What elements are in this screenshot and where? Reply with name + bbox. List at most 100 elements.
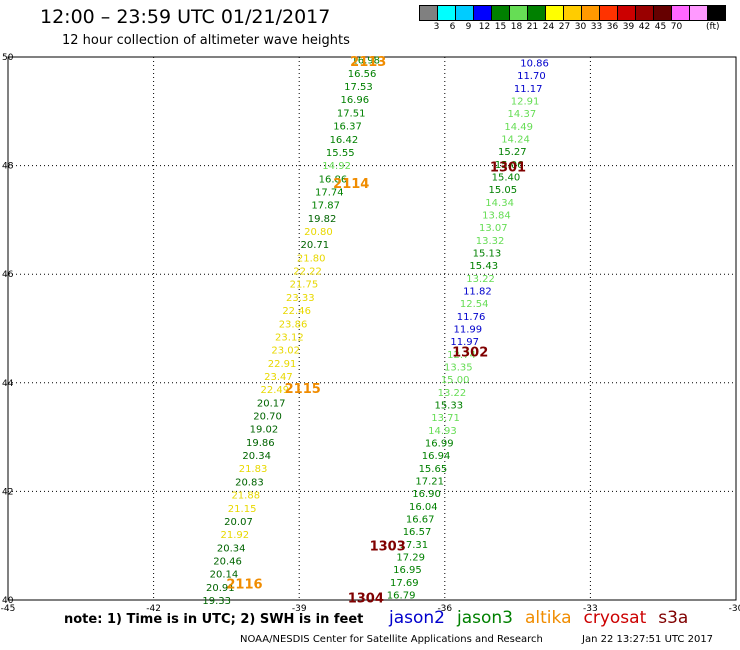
swh-value: 14.24 [501,134,530,145]
swh-value: 13.32 [476,236,505,247]
swh-value: 12.74 [447,350,476,361]
swh-value: 16.98 [351,56,380,67]
swh-value: 19.02 [250,425,279,436]
map-title: 12:00 – 23:59 UTC 01/21/2017 [40,6,331,28]
map-subtitle: 12 hour collection of altimeter wave hei… [62,33,350,48]
pass-number: 2116 [226,578,262,593]
color-scale-tick: 27 [558,22,571,32]
swh-value: 16.94 [422,451,451,462]
swh-value: 20.91 [206,583,235,594]
y-tick-label: 44 [2,379,14,389]
swh-value: 15.43 [469,261,498,272]
pass-number: 1303 [370,540,406,555]
x-tick-label: -33 [583,604,598,614]
swh-value: 19.82 [308,214,337,225]
pass-number: 1301 [490,161,526,176]
swh-value: 20.34 [217,543,246,554]
color-scale-tick: 70 [670,22,683,32]
swh-value: 13.35 [444,363,473,374]
legend-item-jason2: jason2 [389,608,445,628]
swh-value: 13.22 [466,274,495,285]
x-tick-label: -45 [1,604,16,614]
swh-value: 15.55 [326,148,355,159]
swh-value: 13.84 [482,210,511,221]
swh-value: 15.06 [495,160,524,171]
swh-value: 23.47 [264,372,293,383]
swh-value: 20.70 [253,412,282,423]
swh-value: 22.22 [293,267,322,278]
color-scale-tick: 45 [654,22,667,32]
swh-value: 15.05 [488,185,517,196]
legend-item-jason3: jason3 [457,608,513,628]
color-swatch [707,5,726,21]
swh-value: 17.74 [315,187,344,198]
swh-value: 19.33 [202,596,231,607]
color-scale-unit: (ft) [706,22,720,32]
swh-value: 17.21 [415,477,444,488]
swh-value: 15.27 [498,147,527,158]
swh-value: 20.17 [257,398,286,409]
swh-value: 15.65 [419,464,448,475]
axis-tick-labels: -45 -42 -39 -36 -33 -30 50 48 46 44 42 40 [1,53,740,614]
swh-value: 15.00 [441,375,470,386]
swh-value: 12.91 [511,96,540,107]
swh-value: 22.91 [268,359,297,370]
swh-value: 17.87 [311,201,340,212]
swh-value: 16.95 [393,565,422,576]
swh-value: 20.07 [224,517,253,528]
color-scale-tick: 30 [574,22,587,32]
color-scale-tick: 12 [478,22,491,32]
swh-value: 11.70 [517,71,546,82]
swh-value: 16.86 [319,174,348,185]
y-tick-label: 42 [2,487,13,497]
swh-value: 13.71 [431,413,460,424]
color-scale-tick: 39 [622,22,635,32]
swh-value: 21.83 [239,464,268,475]
swh-value: 16.04 [409,502,438,513]
swh-value: 11.82 [463,286,492,297]
swh-value: 13.22 [438,388,467,399]
swh-value: 15.40 [492,172,521,183]
color-scale-tick: 21 [526,22,539,32]
swh-value: 20.80 [304,227,333,238]
swh-value: 16.90 [412,489,441,500]
swh-value: 22.46 [282,306,311,317]
pass-number: 2115 [285,382,321,397]
swh-value: 16.67 [406,515,435,526]
color-scale-tick: 9 [465,22,472,32]
swh-value: 16.42 [330,135,359,146]
swh-value: 14.37 [508,109,537,120]
swh-labels: 16.98 16.56 17.53 16.96 17.51 16.37 16.42 15.55… [202,56,549,607]
swh-value: 14.92 [322,161,351,172]
swh-value: 21.80 [297,253,326,264]
swh-value: 21.75 [290,280,319,291]
swh-value: 17.51 [337,108,366,119]
swh-value: 14.34 [485,198,514,209]
y-tick-label: 48 [2,162,14,172]
swh-value: 17.53 [344,82,373,93]
swh-value: 14.93 [428,426,457,437]
pass-number: 1304 [348,591,384,606]
x-tick-label: -39 [292,604,307,614]
swh-value: 16.37 [333,122,362,133]
pass-number: 2113 [350,55,386,70]
lat-lon-grid [7,56,737,601]
swh-value: 11.97 [450,337,479,348]
swh-value: 15.33 [434,401,463,412]
swh-value: 11.99 [454,325,483,336]
swh-value: 23.02 [271,346,300,357]
swh-value: 16.56 [348,69,377,80]
color-scale-tick: 24 [542,22,555,32]
swh-value: 23.33 [286,293,315,304]
swh-value: 16.99 [425,439,454,450]
credit-text: NOAA/NESDIS Center for Satellite Applica… [240,634,543,645]
color-scale-tick: 15 [494,22,507,32]
satellite-legend: jason2 jason3 altika cryosat s3a [389,608,700,628]
color-scale-tick: 42 [638,22,651,32]
swh-value: 21.15 [228,504,257,515]
swh-value: 17.31 [400,540,429,551]
note-text: note: 1) Time is in UTC; 2) SWH is in fe… [64,612,364,627]
y-tick-label: 50 [2,53,14,63]
swh-value: 20.34 [242,451,271,462]
